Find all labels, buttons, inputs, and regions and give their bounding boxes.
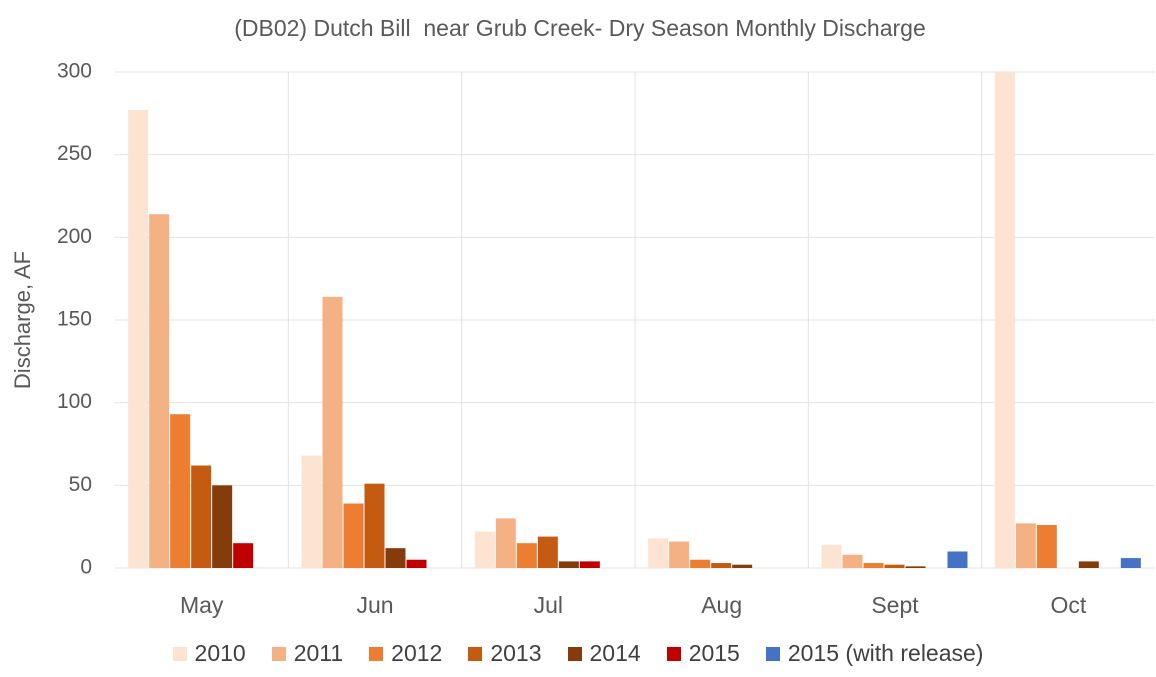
- y-axis-label: Discharge, AF: [10, 251, 35, 389]
- y-tick-label: 100: [57, 390, 92, 413]
- x-tick-label: May: [180, 592, 224, 618]
- legend-item: 2013: [468, 640, 542, 667]
- bar: [711, 563, 732, 568]
- legend-label: 2014: [589, 640, 641, 666]
- bar: [128, 110, 149, 568]
- y-tick-label: 150: [57, 308, 92, 331]
- legend-item: 2011: [271, 640, 344, 667]
- chart-title: (DB02) Dutch Bill near Grub Creek- Dry S…: [234, 15, 926, 41]
- y-tick-label: 200: [57, 225, 92, 248]
- bar: [495, 518, 516, 568]
- bar: [406, 559, 427, 568]
- chart: (DB02) Dutch Bill near Grub Creek- Dry S…: [10, 15, 1155, 618]
- legend-swatch: [666, 646, 681, 661]
- bar: [1078, 561, 1099, 568]
- bar: [690, 559, 711, 568]
- legend-label: 2010: [194, 640, 246, 666]
- x-tick-label: Aug: [701, 592, 742, 618]
- legend-label: 2013: [490, 640, 542, 666]
- bar: [170, 414, 191, 568]
- x-tick-label: Jun: [356, 592, 393, 618]
- bar: [821, 544, 842, 568]
- bar: [1120, 558, 1141, 568]
- bar: [191, 465, 212, 568]
- x-tick-label: Jul: [534, 592, 563, 618]
- y-tick-label: 50: [69, 473, 92, 496]
- bar: [537, 536, 558, 568]
- legend-label: 2015: [688, 640, 740, 666]
- legend-label: 2015 (with release): [787, 640, 984, 666]
- legend-swatch: [271, 646, 286, 661]
- bar: [364, 483, 385, 568]
- legend-item: 2012: [369, 640, 442, 667]
- y-tick-label: 250: [57, 142, 92, 165]
- legend-item: 2015 (with release): [765, 640, 984, 667]
- bar: [385, 548, 406, 568]
- legend-swatch: [468, 646, 483, 661]
- bar: [233, 543, 254, 568]
- legend-swatch: [369, 646, 384, 661]
- bar: [842, 554, 863, 568]
- bar: [474, 531, 495, 568]
- legend-label: 2012: [391, 640, 443, 666]
- legend: 2010 2011 2012 2013 2014 2015 2015 (with relea…: [0, 640, 1156, 667]
- legend-swatch: [567, 646, 582, 661]
- bar: [947, 551, 968, 568]
- bar: [732, 564, 753, 568]
- legend-item: 2015: [666, 640, 740, 667]
- bar: [884, 564, 905, 568]
- bar: [648, 538, 669, 568]
- x-tick-label: Sept: [871, 592, 919, 618]
- legend-item: 2010: [172, 640, 246, 667]
- bar: [558, 561, 579, 568]
- bar: [863, 563, 884, 568]
- bar: [1015, 523, 1036, 568]
- x-tick-label: Oct: [1050, 592, 1086, 618]
- y-tick-label: 0: [80, 556, 92, 579]
- bar: [905, 566, 926, 568]
- bar: [516, 543, 537, 568]
- bar: [343, 503, 364, 568]
- legend-label: 2011: [293, 640, 344, 666]
- legend-swatch: [765, 646, 780, 661]
- bar: [1036, 525, 1057, 568]
- y-tick-label: 300: [57, 60, 92, 83]
- bar: [322, 296, 343, 568]
- bar: [301, 455, 322, 568]
- bar: [994, 72, 1015, 568]
- legend-swatch: [172, 646, 187, 661]
- bar: [149, 214, 170, 569]
- bar: [212, 485, 233, 568]
- legend-item: 2014: [567, 640, 641, 667]
- bar: [669, 541, 690, 568]
- bar: [579, 561, 600, 568]
